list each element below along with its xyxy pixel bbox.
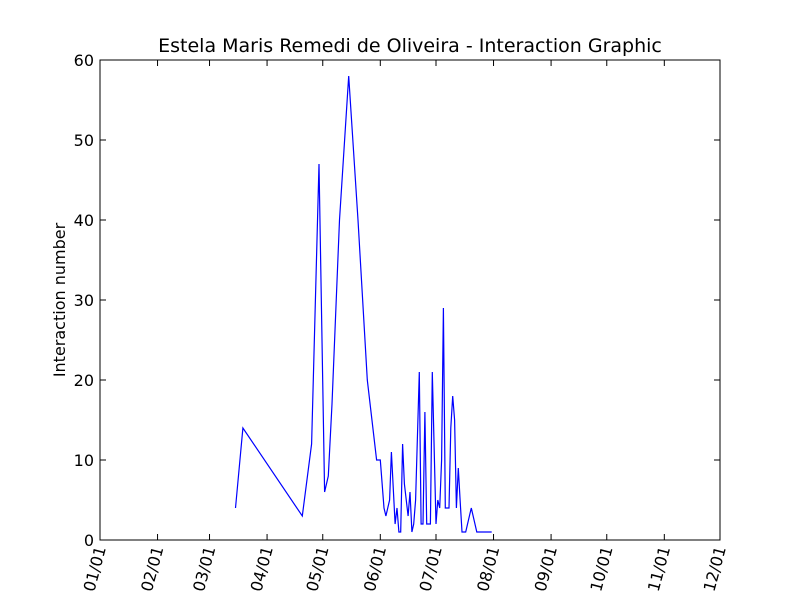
x-tick-label: 04/01 <box>247 544 277 593</box>
y-tick-label: 10 <box>74 451 94 470</box>
y-tick-label: 20 <box>74 371 94 390</box>
plot-area: 0 10 20 30 40 50 60 01/01 02/01 03/01 04/01 05/01 06… <box>74 51 730 594</box>
x-tick-label: 02/01 <box>137 544 167 593</box>
x-tick-label: 11/01 <box>644 544 674 593</box>
x-tick-label: 08/01 <box>473 544 503 593</box>
x-tick-label: 12/01 <box>700 544 730 593</box>
x-tick-label: 03/01 <box>189 544 219 593</box>
y-tick-label: 60 <box>74 51 94 70</box>
y-tick-label: 30 <box>74 291 94 310</box>
x-tick-label: 09/01 <box>531 544 561 593</box>
x-tick-label: 06/01 <box>360 544 390 593</box>
x-tick-label: 07/01 <box>416 544 446 593</box>
x-tick-label: 01/01 <box>80 544 110 593</box>
x-tick-label: 10/01 <box>586 544 616 593</box>
chart-title: Estela Maris Remedi de Oliveira - Intera… <box>158 35 662 57</box>
plot-frame <box>99 59 721 541</box>
series-line <box>234 75 492 533</box>
y-axis-label: Interaction number <box>50 222 69 377</box>
y-tick-label: 0 <box>84 531 94 550</box>
x-tick-label: 05/01 <box>302 544 332 593</box>
y-tick-label: 40 <box>74 211 94 230</box>
y-tick-label: 50 <box>74 131 94 150</box>
